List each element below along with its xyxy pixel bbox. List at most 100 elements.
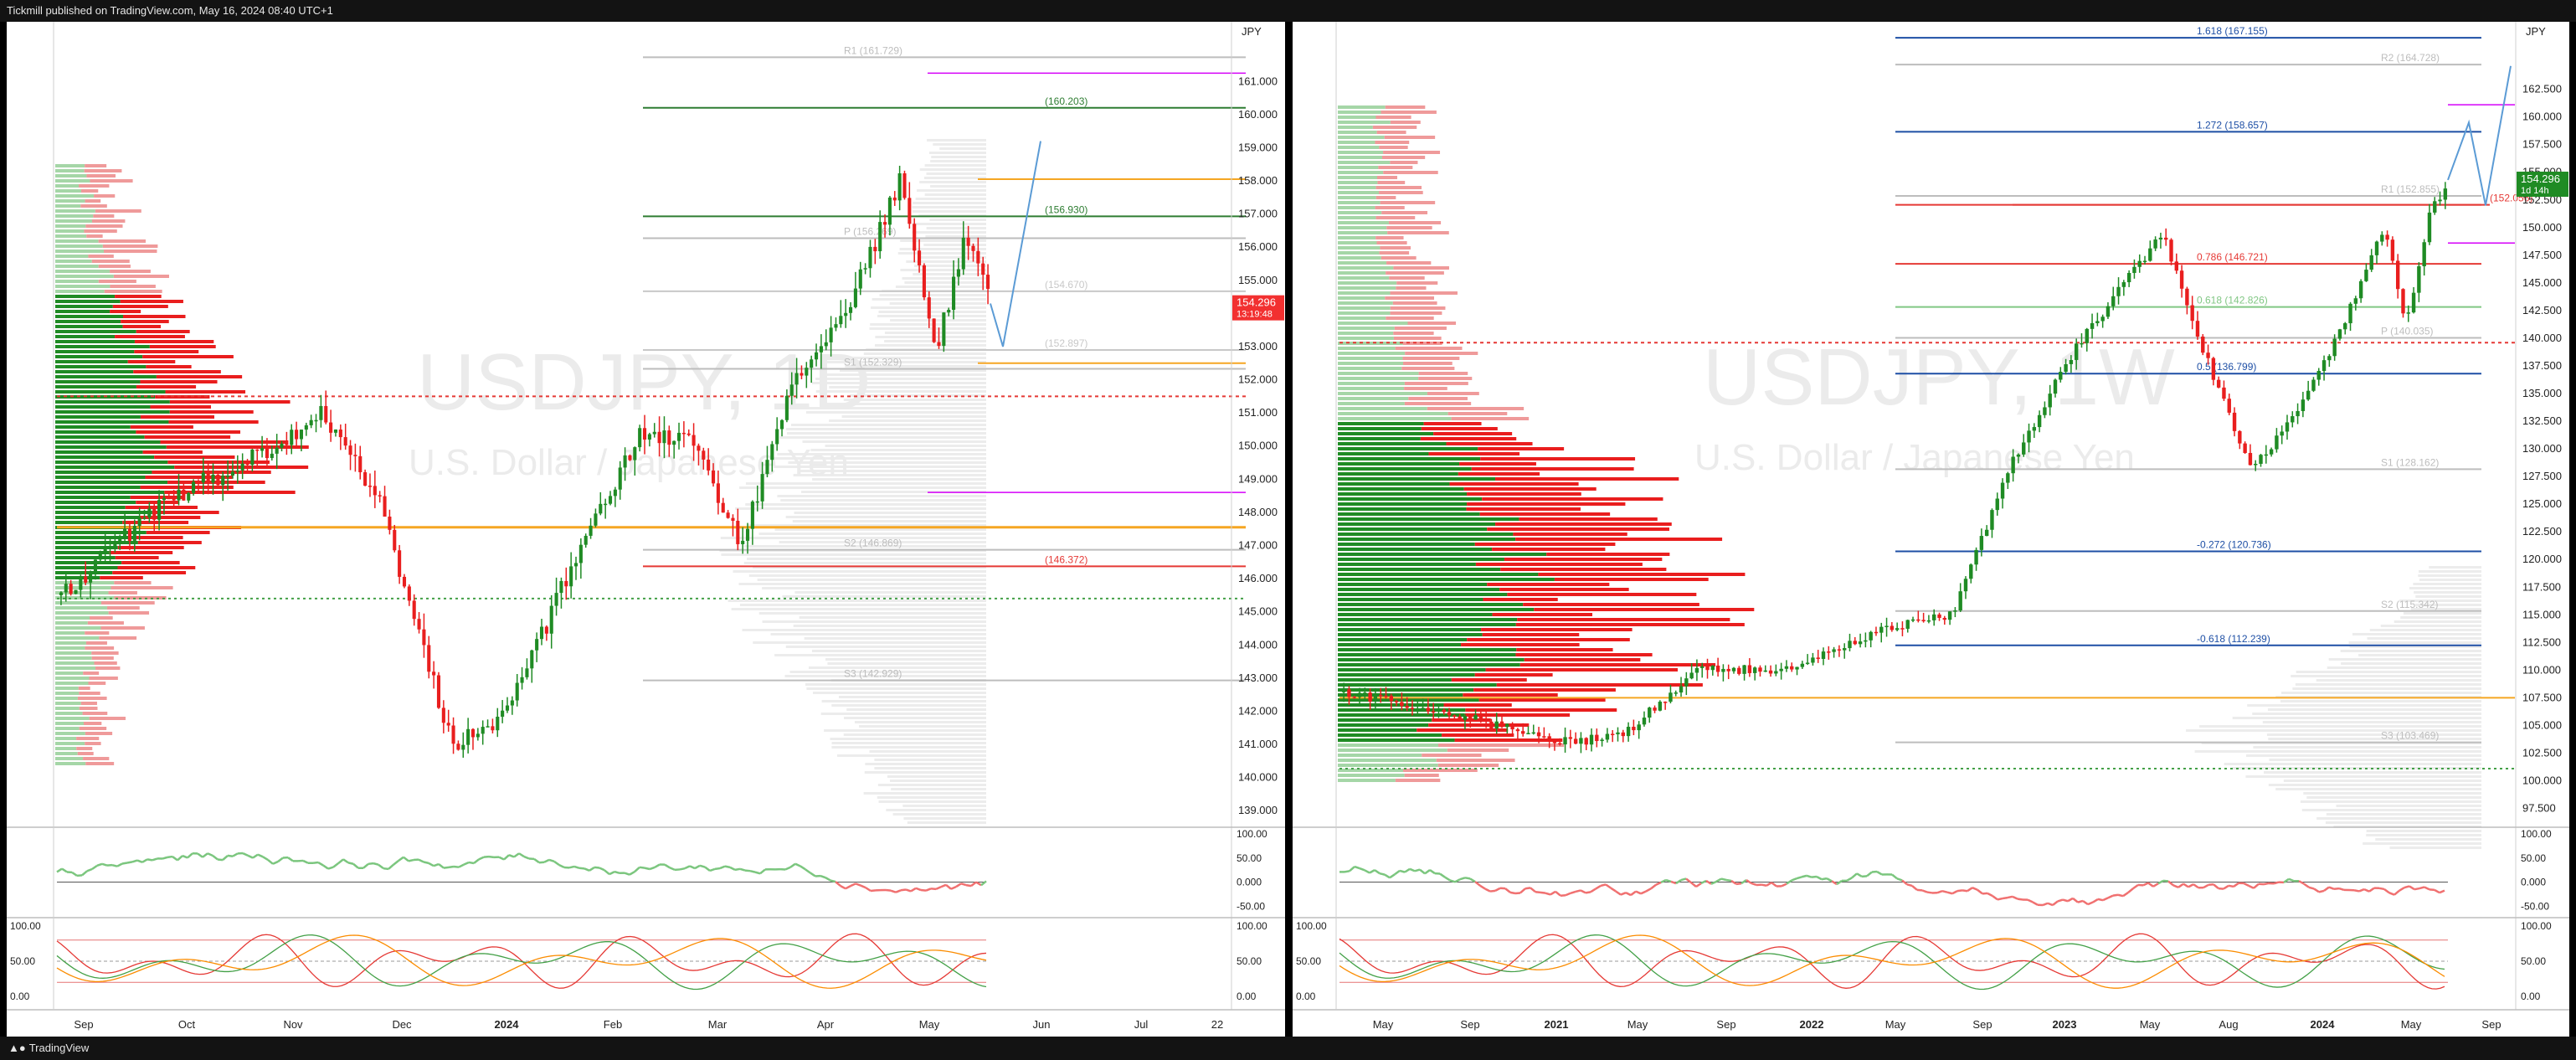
volume-profile-bar-up: [55, 762, 86, 765]
candle-body: [245, 463, 249, 466]
volume-profile-right-bar: [785, 646, 986, 648]
cci-segment: [855, 882, 861, 887]
volume-profile-right-bar: [801, 491, 986, 493]
volume-profile-bar-down: [98, 280, 136, 283]
chart-panel-weekly[interactable]: USDJPY, 1W U.S. Dollar / Japanese Yen 1.61…: [1293, 22, 2569, 1037]
cci-segment: [498, 856, 505, 861]
cci-segment: [1710, 880, 1717, 885]
cci-segment: [669, 867, 676, 872]
candle-body: [986, 275, 990, 289]
volume-profile-bar-down: [98, 239, 147, 243]
volume-profile-bar-up: [55, 345, 150, 348]
volume-profile-bar-down: [90, 179, 133, 183]
price-levels: R1 (161.729)(160.203)(156.930)P (156.269…: [643, 44, 1246, 682]
volume-profile-right-bar: [742, 629, 986, 631]
volume-profile-bar-up: [1338, 623, 1516, 626]
cci-segment: [2127, 888, 2134, 894]
volume-profile-right-bar: [2328, 658, 2481, 661]
cci-segment: [217, 858, 224, 862]
volume-profile-bar-down: [1504, 558, 1663, 561]
volume-profile-right-bar: [877, 315, 986, 317]
cci-segment: [1705, 879, 1712, 885]
volume-profile-right-bar: [831, 746, 986, 749]
volume-profile-bar-up: [1338, 603, 1524, 606]
volume-profile-bar-down: [1385, 105, 1426, 109]
candle-body: [2106, 306, 2111, 317]
volume-profile-bar-down: [1396, 281, 1438, 285]
volume-profile-bar-up: [1338, 402, 1405, 405]
volume-profile-bar-down: [1372, 126, 1417, 129]
cci-segment: [2047, 902, 2054, 907]
volume-profile-right-bar: [912, 223, 986, 225]
volume-profile-right-bar: [789, 671, 986, 673]
candle-body: [628, 455, 632, 461]
volume-profile-bar-up: [55, 280, 99, 283]
volume-profile-bar-down: [1432, 718, 1491, 722]
tradingview-logo[interactable]: ▲● TradingView: [8, 1037, 89, 1060]
price-level-label: 1.272 (158.657): [2197, 119, 2268, 131]
volume-profile-bar-up: [1338, 201, 1381, 204]
volume-profile-bar-up: [1338, 482, 1450, 486]
volume-profile-bar-down: [1377, 181, 1406, 184]
weekly-chart-svg[interactable]: USDJPY, 1WU.S. Dollar / Japanese Yen1.61…: [1293, 22, 2569, 1037]
cci-segment: [2248, 884, 2255, 889]
cci-segment: [599, 867, 605, 872]
volume-profile-bar-down: [1475, 563, 1643, 566]
candle-body: [221, 476, 225, 486]
volume-profile-bar-up: [1338, 171, 1384, 174]
volume-profile-bar-up: [1338, 382, 1405, 385]
volume-profile-right-bar: [745, 503, 986, 506]
price-tick-label: 151.000: [1238, 406, 1278, 419]
candle-body: [1858, 641, 1863, 645]
candle-body: [59, 592, 63, 595]
candle-body: [2074, 343, 2079, 360]
volume-profile-bar-up: [1338, 372, 1419, 375]
volume-profile-bar-down: [1427, 407, 1525, 410]
cci-segment: [443, 866, 450, 869]
cci-segment: [749, 869, 756, 873]
volume-profile-bar-down: [1459, 462, 1536, 466]
cci-segment: [704, 866, 711, 872]
candle-body: [741, 540, 745, 544]
volume-profile-bar-down: [1376, 241, 1407, 244]
cci-segment: [1715, 877, 1722, 883]
volume-profile-bar-up: [1338, 407, 1427, 410]
candle-body: [908, 198, 912, 224]
volume-profile-right-bar: [788, 461, 986, 464]
candle-body: [2027, 430, 2031, 443]
candle-body: [2142, 260, 2147, 263]
cci-segment: [553, 860, 560, 867]
candle-body: [2369, 255, 2373, 270]
volume-profile-bar-down: [149, 345, 216, 348]
cci-segment: [895, 889, 902, 893]
volume-profile-right-bar: [810, 449, 986, 451]
volume-profile-bar-down: [1384, 136, 1436, 139]
volume-profile-right-bar: [2400, 616, 2481, 619]
bar-countdown: 13:19:48: [1237, 310, 1273, 320]
candle-body: [633, 447, 637, 461]
cci-segment: [1565, 892, 1571, 897]
cci-segment: [1826, 877, 1833, 882]
volume-profile-right-bar: [2363, 842, 2481, 845]
candle-body: [569, 566, 573, 587]
candle-body: [451, 725, 455, 744]
volume-profile-bar-up: [55, 656, 92, 660]
candle-body: [230, 471, 235, 476]
chart-panel-daily[interactable]: USDJPY, 1D U.S. Dollar / Japanese Yen R1 (…: [7, 22, 1285, 1037]
candle-body: [800, 373, 804, 376]
volume-profile-bar-down: [89, 616, 113, 620]
time-tick-label: May: [2140, 1018, 2161, 1031]
cci-segment: [1645, 888, 1652, 893]
volume-profile-bar-down: [1404, 382, 1468, 385]
candlestick-series: [59, 165, 990, 758]
volume-profile-bar-down: [1392, 301, 1437, 305]
time-tick-label: Mar: [708, 1018, 728, 1031]
volume-profile-bar-up: [1338, 754, 1422, 757]
volume-profile-bar-up: [1338, 653, 1516, 656]
price-level-label: R1 (161.729): [844, 44, 902, 56]
volume-profile-bar-down: [1474, 543, 1616, 546]
volume-profile-bar-down: [83, 757, 110, 760]
candle-body: [2000, 482, 2005, 499]
